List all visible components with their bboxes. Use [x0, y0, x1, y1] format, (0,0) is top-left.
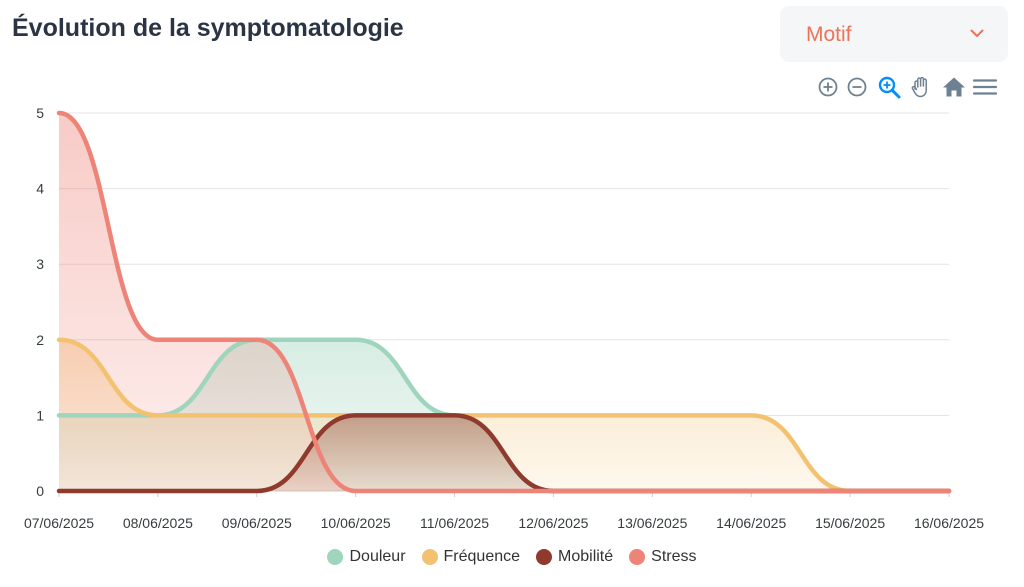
reset-zoom-button[interactable]	[941, 74, 967, 100]
x-tick-label: 13/06/2025	[617, 515, 687, 531]
y-tick-label: 4	[36, 181, 44, 197]
magnifier-zoom-icon	[878, 76, 901, 99]
legend-marker	[536, 549, 553, 565]
legend-marker	[327, 549, 344, 565]
hand-pan-icon	[911, 76, 927, 98]
legend-marker	[421, 549, 438, 565]
x-tick-label: 15/06/2025	[815, 515, 885, 531]
x-tick-label: 09/06/2025	[222, 515, 292, 531]
series-area-stress	[59, 113, 949, 491]
legend-label: Mobilité	[558, 548, 614, 565]
chart-menu-button[interactable]	[972, 74, 998, 100]
zoom-out-button[interactable]	[844, 74, 870, 100]
selection-zoom-button[interactable]	[876, 74, 902, 100]
legend-item-fréquence[interactable]: Fréquence	[421, 548, 521, 566]
x-tick-label: 11/06/2025	[420, 515, 489, 531]
zoom-in-icon	[818, 77, 838, 97]
legend-marker	[629, 549, 646, 565]
x-tick-label: 08/06/2025	[123, 515, 193, 531]
zoom-in-button[interactable]	[815, 74, 841, 100]
zoom-out-icon	[847, 77, 867, 97]
legend-label: Stress	[651, 548, 697, 565]
home-icon	[943, 77, 965, 97]
motif-dropdown-label: Motif	[806, 23, 852, 46]
legend-label: Douleur	[349, 548, 406, 565]
legend-item-douleur[interactable]: Douleur	[327, 548, 406, 566]
motif-dropdown[interactable]: Motif	[780, 6, 1008, 62]
chart-legend: Douleur Fréquence Mobilité Stress	[0, 545, 1024, 569]
y-tick-label: 1	[36, 407, 44, 423]
series-line-fréquence	[56, 337, 952, 494]
legend-item-stress[interactable]: Stress	[629, 548, 697, 566]
y-tick-label: 0	[36, 483, 44, 499]
pan-button[interactable]	[908, 74, 934, 100]
series-line-stress	[56, 110, 952, 494]
x-tick-label: 07/06/2025	[24, 515, 94, 531]
x-tick-label: 16/06/2025	[914, 515, 984, 531]
legend-item-mobilité[interactable]: Mobilité	[536, 548, 613, 566]
chevron-down-icon	[970, 29, 984, 37]
y-tick-label: 2	[36, 332, 44, 348]
x-tick-label: 12/06/2025	[518, 515, 588, 531]
page-title: Évolution de la symptomatologie	[12, 14, 404, 42]
x-tick-label: 14/06/2025	[716, 515, 786, 531]
hamburger-menu-icon	[972, 79, 998, 95]
legend-label: Fréquence	[443, 548, 521, 565]
y-tick-label: 5	[36, 105, 44, 121]
symptom-area-chart: 0 1 2 3 4 5 07/06/2025 08/06/2025 09/06/2025 10/0…	[24, 105, 984, 531]
chart-toolbar	[815, 74, 1000, 100]
y-tick-label: 3	[36, 256, 44, 272]
x-tick-label: 10/06/2025	[321, 515, 391, 531]
